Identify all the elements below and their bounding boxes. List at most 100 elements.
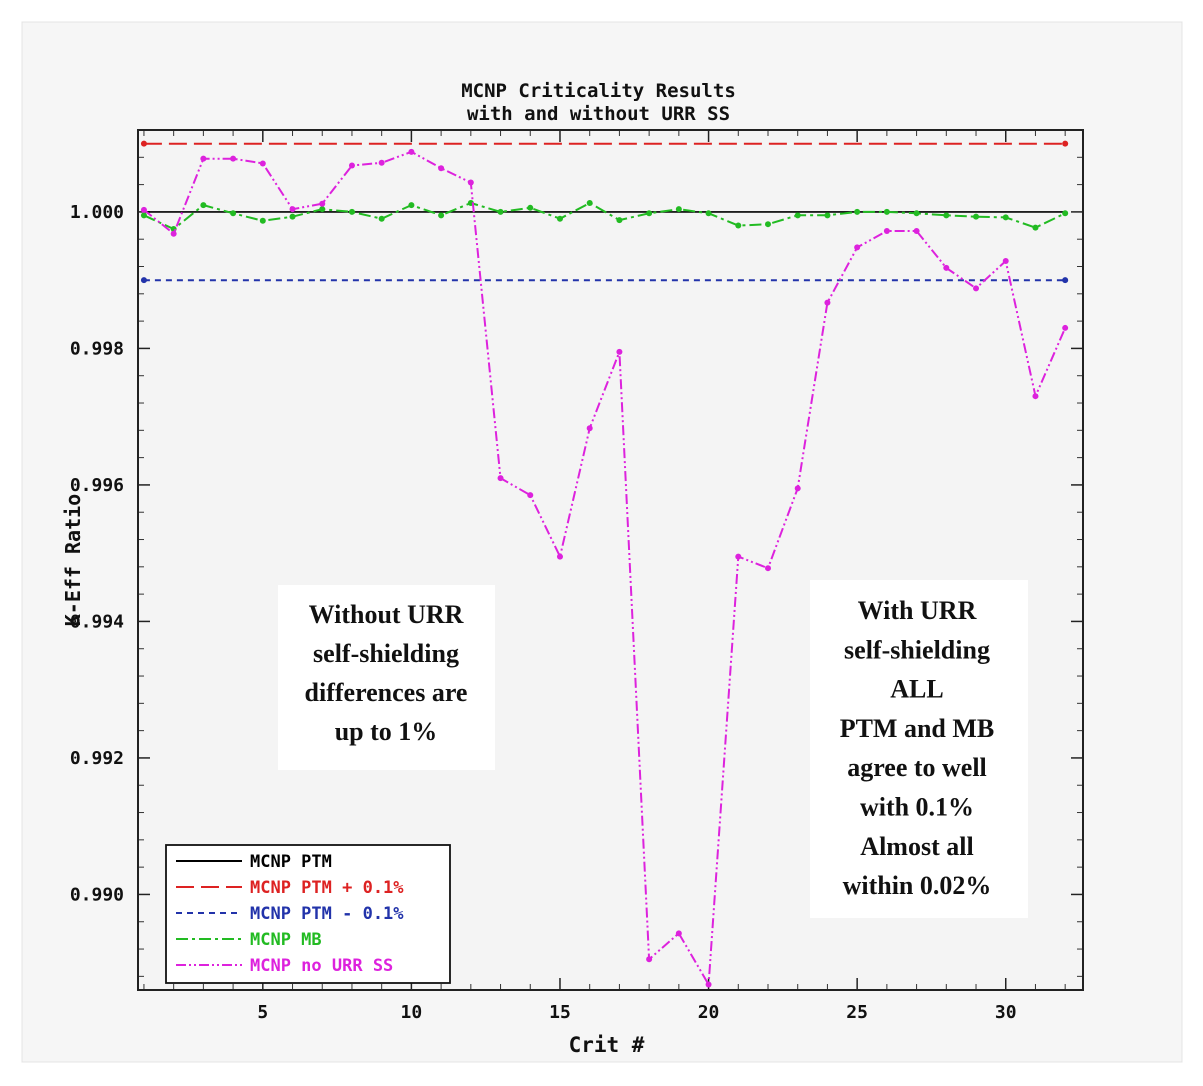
data-point [140,140,147,147]
data-point [735,222,742,229]
data-point [1002,258,1009,265]
x-tick-label: 30 [995,1002,1017,1023]
y-axis-label: K-Eff Ratio [61,494,85,626]
data-point [497,208,504,215]
annotation-text-line: Without URR [309,600,464,629]
data-point [705,210,712,217]
data-point [735,553,742,560]
annotation-text-line: ALL [890,675,943,704]
annotation-text-line: self-shielding [313,639,459,668]
data-point [1062,277,1069,284]
data-point [646,956,653,963]
plot-frame [137,129,1084,991]
data-point [973,285,980,292]
chart-title-line: with and without URR SS [467,103,730,125]
data-point [675,930,682,937]
data-point [438,212,445,219]
data-point [794,212,801,219]
data-point [883,228,890,235]
y-tick-label: 0.994 [70,611,124,632]
data-point [705,981,712,988]
annotation-text-line: PTM and MB [840,714,995,743]
y-tick-label: 0.990 [70,884,124,905]
data-point [408,202,415,209]
data-point [913,210,920,217]
data-point [675,206,682,213]
y-tick-label: 0.996 [70,475,124,496]
legend-label: MCNP PTM [250,852,332,872]
data-point [319,200,326,207]
y-tick-label: 0.992 [70,748,124,769]
data-point [973,213,980,220]
data-point [1032,224,1039,231]
data-point [408,148,415,155]
legend-label: MCNP PTM + 0.1% [250,878,404,898]
x-tick-label: 10 [401,1002,423,1023]
x-tick-label: 15 [549,1002,571,1023]
data-point [170,230,177,237]
legend-label: MCNP MB [250,930,322,950]
data-point [1062,210,1069,217]
data-point [259,217,266,224]
data-point [378,159,385,166]
annotation-text-line: With URR [858,596,977,625]
annotation-text-line: agree to well [847,753,987,782]
data-point [289,206,296,213]
data-point [1032,393,1039,400]
annotation-box [278,585,495,770]
data-point [556,553,563,560]
data-point [556,215,563,222]
data-point [943,264,950,271]
chart-title-line: MCNP Criticality Results [461,80,736,102]
data-point [140,277,147,284]
data-point [140,206,147,213]
annotation-text-line: self-shielding [844,635,990,664]
data-point [289,213,296,220]
data-point [943,212,950,219]
data-point [854,244,861,251]
data-point [497,475,504,482]
data-point [140,212,147,219]
data-point [348,162,355,169]
data-point [378,215,385,222]
data-point [527,204,534,211]
data-point [883,208,890,215]
x-tick-label: 25 [846,1002,868,1023]
data-point [527,492,534,499]
data-point [765,565,771,572]
data-point [1062,140,1069,147]
annotation-text-line: up to 1% [335,717,438,746]
annotation-box [810,580,1028,918]
data-point [854,208,861,215]
data-point [200,155,207,162]
data-point [319,206,326,213]
data-point [616,348,623,355]
x-tick-label: 5 [257,1002,268,1023]
x-axis-label: Crit # [569,1033,645,1057]
annotation-text-line: with 0.1% [860,793,974,822]
annotation-text-line: differences are [305,678,468,707]
series-line-4 [143,150,1067,986]
y-tick-label: 1.000 [70,202,124,223]
data-point [230,210,237,217]
data-point [1062,324,1069,331]
data-point [913,228,920,235]
data-point [348,208,355,215]
data-point [438,165,445,172]
y-tick-label: 0.998 [70,338,124,359]
data-point [586,200,593,207]
data-point [646,210,653,217]
data-point [467,179,474,186]
data-point [586,425,593,432]
data-point [824,299,831,306]
data-point [259,160,266,167]
series-line-3 [143,202,1066,230]
annotation-text-line: within 0.02% [843,871,992,900]
x-tick-label: 20 [698,1002,720,1023]
data-point [616,217,623,224]
data-point [794,485,801,492]
legend-label: MCNP PTM - 0.1% [250,904,404,924]
annotation-text-line: Almost all [860,832,973,861]
